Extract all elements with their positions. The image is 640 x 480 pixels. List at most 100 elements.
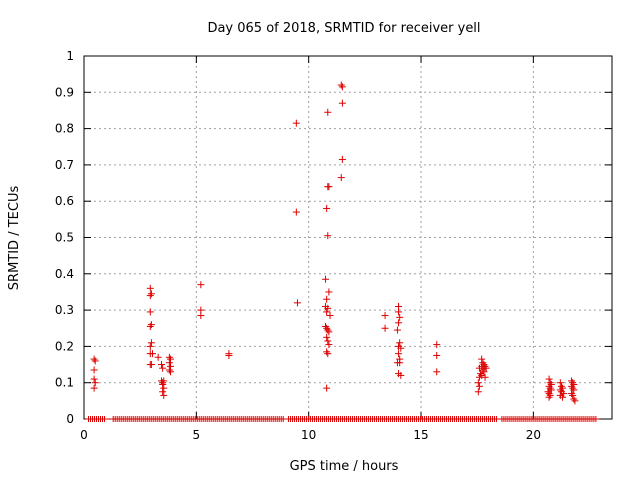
data-point — [323, 348, 331, 356]
data-point — [481, 362, 489, 370]
data-point — [90, 375, 98, 383]
data-point — [325, 341, 333, 349]
data-point — [571, 397, 579, 405]
data-point — [474, 388, 482, 396]
data-point — [337, 174, 345, 182]
chart-title: Day 065 of 2018, SRMTID for receiver yel… — [207, 21, 480, 36]
data-point — [146, 284, 154, 292]
data-point — [396, 339, 404, 347]
data-point — [544, 388, 552, 396]
data-point — [322, 322, 330, 330]
data-point — [323, 333, 331, 341]
data-point — [433, 368, 441, 376]
data-point — [569, 384, 577, 392]
data-point — [569, 391, 577, 399]
data-point — [159, 364, 167, 372]
data-point — [322, 275, 330, 283]
data-point — [570, 395, 578, 403]
x-tick-label: 10 — [301, 428, 316, 442]
data-point — [326, 312, 334, 320]
data-point — [546, 384, 554, 392]
data-point — [324, 232, 332, 240]
data-point — [323, 308, 331, 316]
data-point — [396, 359, 404, 367]
y-tick-label: 0.9 — [55, 85, 74, 99]
data-point — [474, 379, 482, 387]
x-tick-label: 15 — [413, 428, 428, 442]
data-point — [147, 339, 155, 347]
y-tick-label: 0.8 — [55, 122, 74, 136]
data-point — [324, 350, 332, 358]
data-point — [324, 326, 332, 334]
data-point — [323, 295, 331, 303]
zero-baseline-series — [85, 416, 600, 422]
y-tick-label: 0.4 — [55, 267, 74, 281]
y-tick-label: 0.5 — [55, 231, 74, 245]
data-point — [324, 304, 332, 312]
data-point — [381, 324, 389, 332]
data-point — [475, 382, 483, 390]
data-point — [482, 364, 490, 372]
data-point — [480, 368, 488, 376]
data-point — [556, 379, 564, 387]
data-point — [160, 384, 168, 392]
data-point — [433, 341, 441, 349]
x-tick-label: 5 — [193, 428, 201, 442]
data-point — [146, 308, 154, 316]
data-point — [324, 108, 332, 116]
data-point — [323, 384, 331, 392]
data-point — [167, 368, 175, 376]
data-point — [160, 377, 168, 385]
data-point — [197, 312, 205, 320]
data-point — [568, 390, 576, 398]
data-point — [165, 359, 173, 367]
x-tick-label: 0 — [80, 428, 88, 442]
data-point — [90, 384, 98, 392]
data-point — [323, 324, 331, 332]
grid — [84, 56, 612, 419]
data-point — [568, 382, 576, 390]
data-point — [149, 350, 157, 358]
data-point — [147, 290, 155, 298]
data-point — [338, 155, 346, 163]
data-point — [159, 388, 167, 396]
data-point — [546, 391, 554, 399]
data-point — [560, 390, 568, 398]
data-point — [481, 373, 489, 381]
data-point — [158, 361, 166, 369]
y-tick-label: 0.3 — [55, 303, 74, 317]
data-point — [338, 83, 346, 91]
data-point — [90, 366, 98, 374]
data-point — [325, 183, 333, 191]
data-point — [159, 381, 167, 389]
y-tick-label: 0.1 — [55, 376, 74, 390]
y-axis-label: SRMTID / TECUs — [7, 186, 22, 291]
data-point — [478, 371, 486, 379]
data-point — [547, 386, 555, 394]
data-point — [397, 344, 405, 352]
data-point — [395, 308, 403, 316]
data-point — [395, 350, 403, 358]
data-point — [146, 292, 154, 300]
data-point — [323, 204, 331, 212]
data-point — [146, 342, 154, 350]
data-point — [433, 351, 441, 359]
data-point — [545, 382, 553, 390]
axis-ticks: 00.10.20.30.40.50.60.70.80.910 5 10 15 20 — [55, 49, 612, 442]
data-point — [338, 99, 346, 107]
data-point — [292, 208, 300, 216]
data-point — [146, 322, 154, 330]
data-point — [90, 355, 98, 363]
data-point — [225, 351, 233, 359]
data-point — [477, 370, 485, 378]
data-point — [480, 361, 488, 369]
x-tick-label: 20 — [526, 428, 541, 442]
data-point — [545, 375, 553, 383]
data-point — [165, 366, 173, 374]
data-point — [167, 355, 175, 363]
data-point — [479, 359, 487, 367]
data-point — [325, 328, 333, 336]
data-point — [479, 366, 487, 374]
data-point — [325, 288, 333, 296]
